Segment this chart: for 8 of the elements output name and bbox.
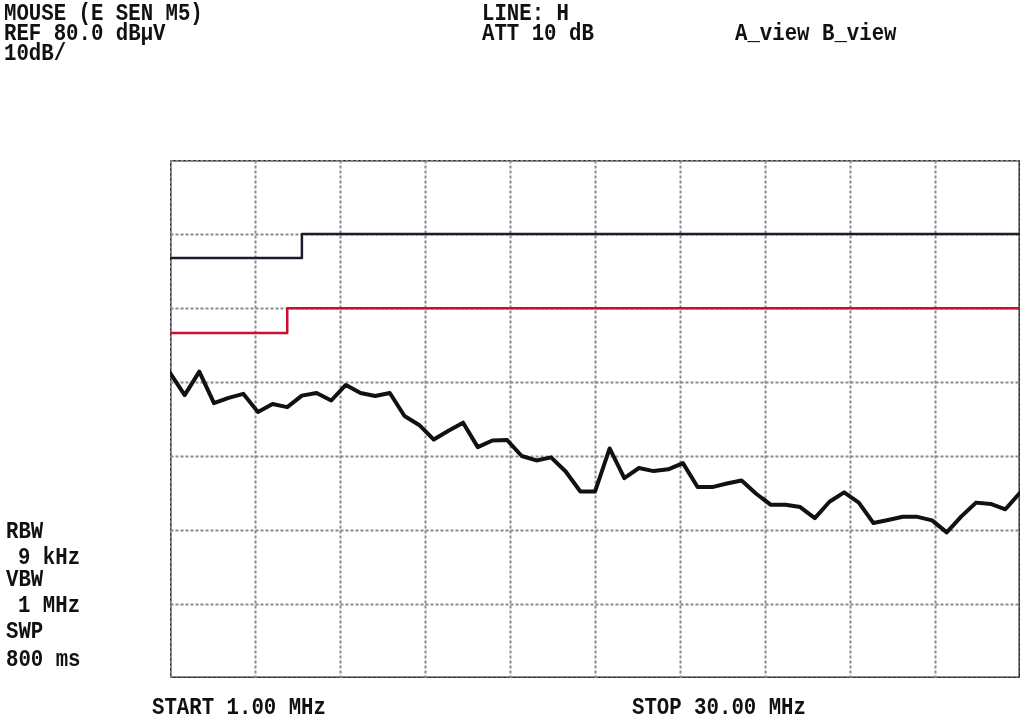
text: START 1.00 MHz xyxy=(152,695,326,721)
text: RBW xyxy=(6,519,44,545)
text: STOP 30.00 MHz xyxy=(632,695,806,721)
text: SWP xyxy=(6,619,44,645)
text: 10dB/ xyxy=(4,41,67,67)
text: A_view B_view xyxy=(735,21,897,47)
text: 1 MHz xyxy=(18,593,81,619)
text: 800 ms xyxy=(6,647,81,673)
